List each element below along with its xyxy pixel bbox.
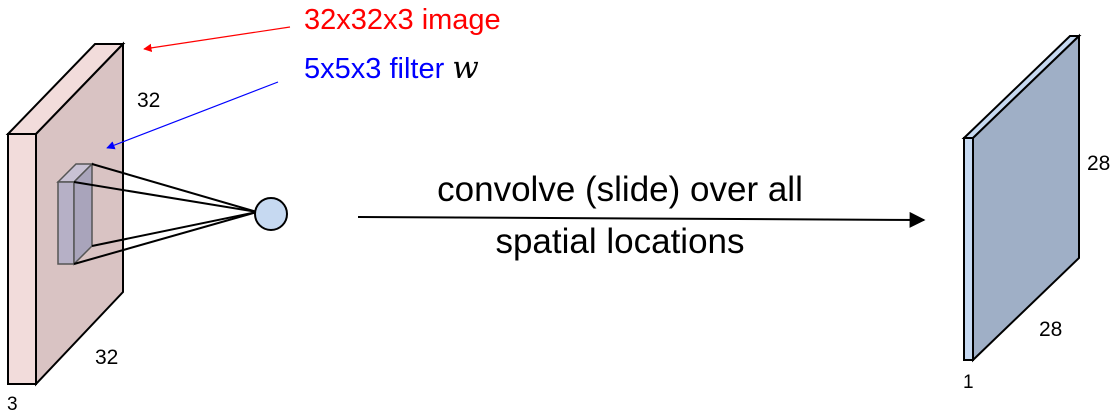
output-depth-label: 1 [963,372,974,393]
output-volume-face [972,33,1080,363]
filter-connections [73,163,258,265]
convolve-arrow [357,211,926,228]
filter-side [57,181,75,265]
image-label-arrow [143,26,291,53]
output-neuron [254,197,288,231]
output-volume-side [963,137,974,361]
filter-label-arrow [106,81,279,150]
image-label: 32x32x3 image [304,4,501,36]
caption-line-2: spatial locations [495,222,744,261]
filter-label-text: 5x5x3 filter [304,53,445,85]
input-depth-label: 3 [7,394,18,415]
filter-label: 5x5x3 filter w [304,50,479,86]
filter-symbol: w [452,50,479,86]
caption-line-1: convolve (slide) over all [437,170,803,209]
input-width-label: 32 [95,346,118,369]
output-height-label: 28 [1087,152,1110,175]
input-volume-side [7,133,37,385]
output-width-label: 28 [1039,318,1062,341]
input-height-label: 32 [137,89,160,112]
output-volume [961,33,1082,363]
filter-volume [56,162,94,266]
filter-face [73,162,93,266]
